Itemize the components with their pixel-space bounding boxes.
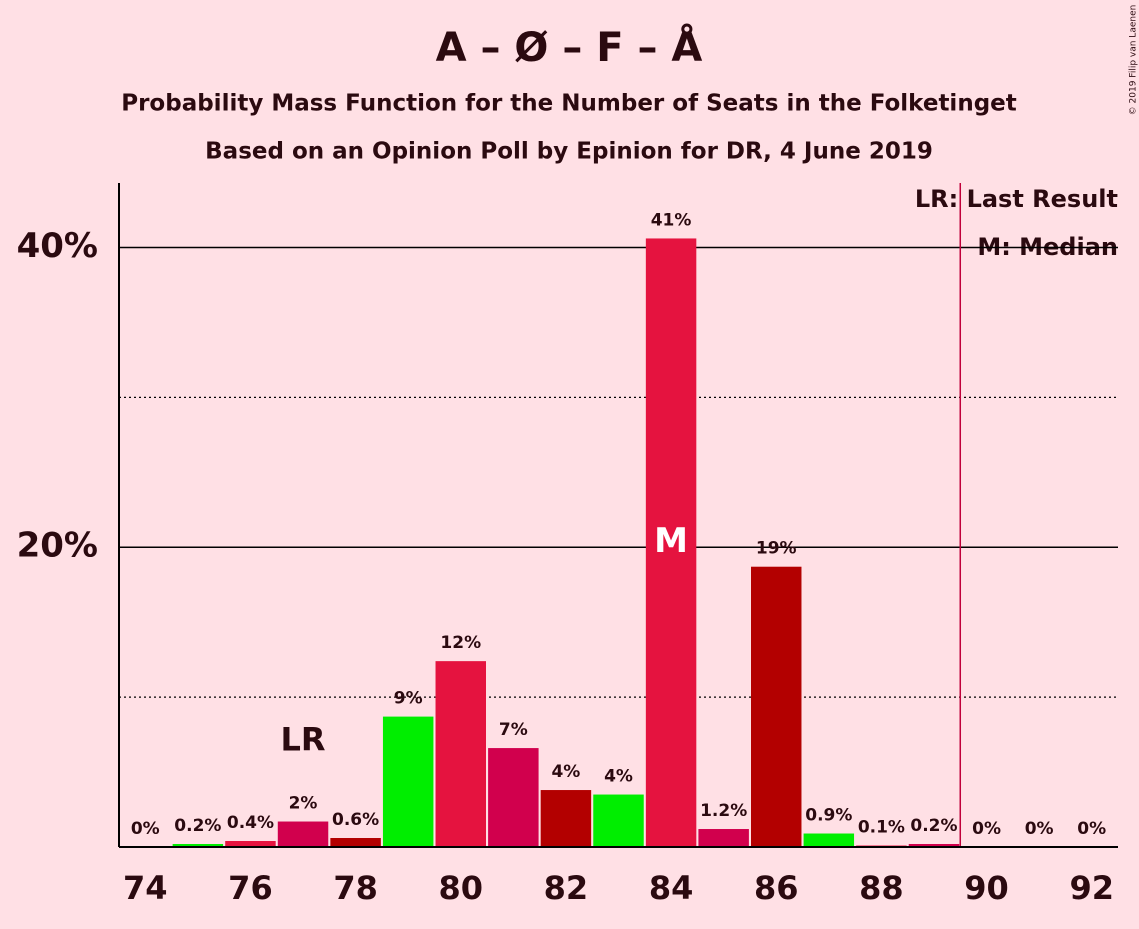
y-tick-label: 20% (17, 526, 98, 566)
bar (488, 748, 539, 847)
bar (172, 844, 224, 847)
bar (698, 829, 749, 847)
value-label: 0% (131, 819, 160, 839)
bar (330, 838, 381, 847)
chart-subtitle: Probability Mass Function for the Number… (121, 91, 1017, 117)
chart-title: A – Ø – F – Å (436, 22, 703, 71)
median-marker: M (654, 521, 688, 561)
x-tick-label: 80 (438, 869, 483, 907)
value-label: 19% (756, 539, 797, 559)
x-tick-label: 82 (544, 869, 589, 907)
bar (435, 661, 487, 847)
value-label: 0% (1077, 819, 1106, 839)
bar (645, 238, 697, 847)
bar (382, 716, 434, 847)
x-tick-label: 92 (1069, 869, 1114, 907)
value-label: 0% (1025, 819, 1054, 839)
value-label: 4% (551, 762, 580, 782)
value-label: 0.1% (858, 818, 905, 838)
bar (750, 566, 802, 847)
value-label: 0.4% (227, 813, 274, 833)
bar (593, 794, 644, 847)
x-tick-label: 74 (123, 869, 168, 907)
x-tick-label: 84 (649, 869, 694, 907)
y-tick-label: 40% (17, 226, 98, 266)
last-result-marker: LR (281, 721, 326, 759)
chart-subtitle: Based on an Opinion Poll by Epinion for … (205, 139, 933, 165)
value-label: 0.6% (332, 810, 379, 830)
legend-entry: LR: Last Result (915, 185, 1118, 213)
bar (908, 844, 960, 847)
value-label: 0.9% (805, 806, 852, 826)
bar (803, 833, 855, 847)
bar (540, 790, 592, 847)
value-label: 4% (604, 767, 633, 787)
x-tick-label: 88 (859, 869, 904, 907)
x-tick-label: 76 (228, 869, 273, 907)
bar (277, 821, 329, 847)
value-label: 0% (972, 819, 1001, 839)
value-label: 7% (499, 720, 528, 740)
value-label: 1.2% (700, 801, 747, 821)
bar (225, 841, 276, 847)
value-label: 12% (440, 633, 481, 653)
value-label: 0.2% (174, 816, 221, 836)
value-label: 41% (651, 210, 692, 230)
value-label: 2% (289, 794, 318, 814)
copyright: © 2019 Filip van Laenen (1129, 5, 1139, 116)
x-tick-label: 90 (964, 869, 1009, 907)
x-tick-label: 78 (333, 869, 378, 907)
value-label: 9% (394, 689, 423, 709)
value-label: 0.2% (910, 816, 957, 836)
x-tick-label: 86 (754, 869, 799, 907)
